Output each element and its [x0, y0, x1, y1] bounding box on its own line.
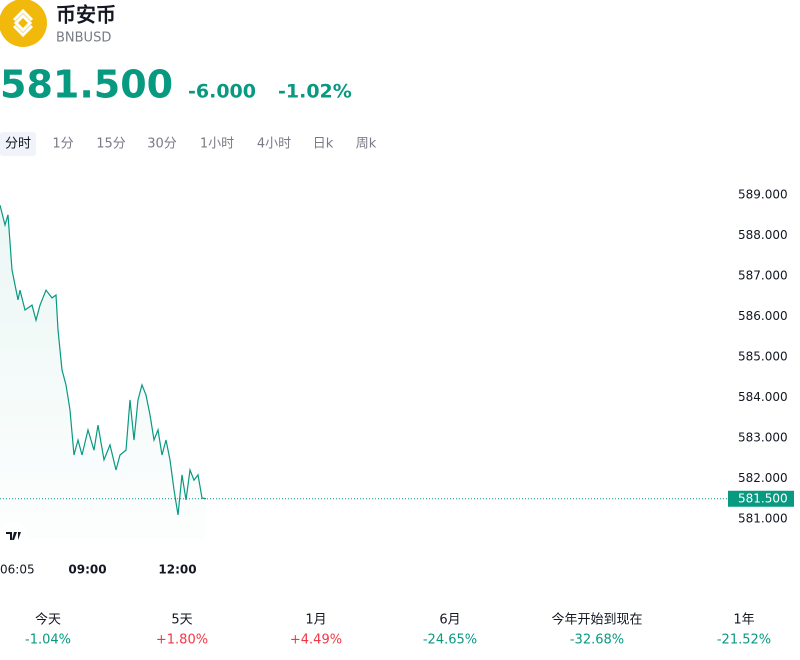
- period-label[interactable]: 6月: [439, 613, 460, 628]
- period-label[interactable]: 5天: [171, 613, 192, 628]
- symbol: BNBUSD: [56, 31, 111, 46]
- y-tick-label: 583.000: [738, 431, 788, 445]
- price-line: [0, 204, 207, 516]
- logo: [0, 0, 47, 47]
- period-label[interactable]: 今天: [35, 612, 61, 628]
- y-tick-label: 589.000: [738, 188, 788, 202]
- area: [0, 205, 206, 540]
- y-tick-label: 584.000: [738, 390, 788, 404]
- y-tick-label: 586.000: [738, 309, 788, 323]
- chart: 581.000 582.000 583.000 584.000 585.000 586.0…: [0, 188, 794, 577]
- interval-tab[interactable]: 1分: [52, 137, 73, 152]
- interval-tab[interactable]: 30分: [147, 137, 177, 152]
- price: 581.500: [0, 63, 173, 107]
- period-change: -1.04%: [25, 633, 71, 648]
- period-change: -21.52%: [717, 633, 771, 648]
- period-label[interactable]: 今年开始到现在: [551, 612, 642, 628]
- interval-tab[interactable]: 日k: [313, 137, 334, 152]
- asset-name: 币安币: [56, 3, 116, 27]
- y-tick-label: 582.000: [738, 471, 788, 485]
- y-tick-label: 588.000: [738, 228, 788, 242]
- periods: 今天 -1.04% 5天 +1.80% 1月 +4.49% 6月 -24.65% 今年开始到现在…: [25, 612, 771, 648]
- period-label[interactable]: 1月: [305, 613, 326, 628]
- last-price-label: 581.500: [738, 491, 788, 505]
- x-tick-label: 06:05: [0, 563, 35, 577]
- y-tick-label: 581.000: [738, 512, 788, 526]
- interval-tab[interactable]: 分时: [5, 137, 31, 152]
- x-tick-label: 12:00: [158, 563, 196, 577]
- x-tick-label: 09:00: [68, 563, 106, 577]
- interval-tab[interactable]: 4小时: [257, 137, 291, 152]
- y-tick-label: 585.000: [738, 350, 788, 364]
- interval-tab[interactable]: 周k: [356, 137, 377, 152]
- interval-tabs: 分时 1分 15分 30分 1小时 4小时 日k 周k: [0, 132, 377, 156]
- period-change: -32.68%: [570, 633, 624, 648]
- period-change: +4.49%: [290, 633, 342, 648]
- period-label[interactable]: 1年: [733, 613, 754, 628]
- change-percent: -1.02%: [278, 81, 352, 103]
- tv-logo: [0, 522, 28, 550]
- change: -6.000: [188, 81, 256, 103]
- period-change: +1.80%: [156, 633, 208, 648]
- last-price-box: [728, 490, 794, 507]
- interval-tab[interactable]: 15分: [96, 137, 126, 152]
- period-change: -24.65%: [423, 633, 477, 648]
- y-tick-label: 587.000: [738, 269, 788, 283]
- interval-tab[interactable]: 1小时: [200, 137, 234, 152]
- active-tab-bg: [0, 132, 36, 156]
